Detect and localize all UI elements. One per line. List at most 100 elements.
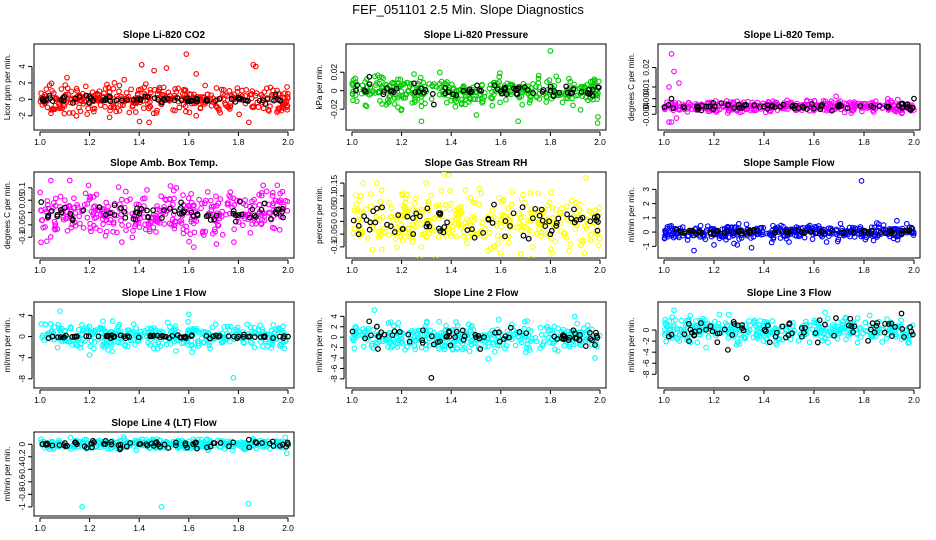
data-point-black bbox=[366, 73, 373, 80]
data-point bbox=[231, 202, 238, 208]
data-point bbox=[366, 91, 373, 98]
data-point bbox=[663, 338, 669, 345]
data-point bbox=[251, 324, 258, 331]
data-point bbox=[198, 436, 205, 443]
data-point bbox=[380, 75, 386, 82]
data-point bbox=[733, 326, 740, 332]
x-tick-label: 1.4 bbox=[133, 395, 145, 405]
data-point-black bbox=[461, 333, 468, 340]
data-point-black bbox=[510, 210, 517, 217]
plot-points bbox=[661, 177, 917, 254]
data-point-black bbox=[145, 214, 152, 221]
data-point-black bbox=[898, 230, 905, 237]
data-point bbox=[669, 314, 676, 321]
x-axis: 1.0 1.2 1.4 1.6 1.8 2.0 bbox=[346, 131, 606, 147]
data-point-black bbox=[529, 215, 536, 222]
y-tick-label: -4 bbox=[641, 348, 651, 356]
y-tick-label: 0 bbox=[329, 88, 339, 93]
data-point bbox=[119, 222, 125, 228]
data-point bbox=[206, 342, 213, 349]
data-point bbox=[426, 230, 433, 237]
data-point bbox=[422, 323, 429, 330]
data-point-black bbox=[514, 91, 520, 98]
data-point-black bbox=[751, 226, 757, 233]
data-point bbox=[412, 328, 418, 335]
data-point bbox=[172, 348, 179, 354]
data-point-black bbox=[38, 199, 45, 205]
data-point bbox=[402, 346, 408, 353]
data-point-black bbox=[210, 440, 217, 446]
data-point bbox=[73, 99, 79, 105]
data-point-black bbox=[46, 92, 53, 99]
data-point bbox=[282, 94, 288, 101]
data-point bbox=[436, 318, 443, 325]
data-point bbox=[178, 217, 184, 224]
data-point-black bbox=[241, 331, 247, 338]
data-point bbox=[447, 188, 453, 194]
data-point bbox=[433, 203, 440, 209]
data-point-outlier bbox=[671, 68, 677, 75]
data-point bbox=[350, 230, 357, 236]
data-point-black bbox=[253, 213, 259, 220]
data-point bbox=[247, 230, 254, 236]
data-point-black bbox=[354, 82, 361, 89]
data-point bbox=[80, 327, 87, 334]
data-point-black bbox=[111, 202, 118, 209]
data-point-black bbox=[848, 323, 855, 329]
data-point-black bbox=[570, 86, 577, 93]
data-point bbox=[38, 239, 44, 246]
data-point-black bbox=[678, 228, 684, 235]
data-point-outlier bbox=[552, 238, 559, 245]
data-point bbox=[527, 189, 534, 196]
data-point-black bbox=[847, 315, 854, 322]
data-point bbox=[465, 321, 472, 328]
data-point bbox=[212, 321, 219, 328]
data-point-outlier bbox=[906, 339, 912, 346]
data-point-black bbox=[696, 228, 703, 235]
y-tick-label: 2 bbox=[641, 201, 651, 206]
x-tick-label: 1.4 bbox=[758, 137, 770, 147]
data-point bbox=[140, 105, 147, 111]
data-point-black bbox=[730, 230, 737, 237]
data-point-black bbox=[885, 321, 892, 327]
data-point-black bbox=[176, 210, 183, 217]
data-point-black bbox=[106, 93, 113, 100]
data-point-black bbox=[370, 208, 377, 215]
data-point-outlier bbox=[786, 239, 792, 245]
data-point bbox=[74, 204, 81, 211]
data-point-black bbox=[548, 227, 555, 234]
data-point-black bbox=[473, 334, 479, 341]
data-point bbox=[76, 213, 83, 220]
data-point bbox=[464, 332, 471, 339]
data-point-outlier bbox=[666, 119, 672, 125]
data-point-black bbox=[252, 439, 259, 446]
data-point bbox=[241, 215, 248, 222]
data-point-black bbox=[280, 214, 286, 221]
data-point bbox=[354, 98, 360, 105]
data-point-black bbox=[868, 227, 875, 234]
x-tick-label: 1.6 bbox=[808, 137, 820, 147]
data-point bbox=[77, 108, 84, 115]
x-tick-label: 1.0 bbox=[346, 395, 358, 405]
data-point bbox=[546, 334, 552, 341]
data-point-black bbox=[118, 205, 124, 212]
data-point-black bbox=[419, 337, 426, 344]
data-point-black bbox=[775, 229, 782, 235]
data-point bbox=[661, 235, 668, 242]
data-point bbox=[703, 344, 709, 351]
data-point bbox=[460, 84, 467, 90]
data-point-black bbox=[83, 444, 90, 451]
data-point bbox=[527, 338, 534, 344]
data-point bbox=[443, 99, 450, 106]
data-point-black bbox=[441, 224, 448, 231]
y-tick-label: -1 bbox=[641, 242, 651, 250]
x-tick-label: 1.8 bbox=[858, 265, 870, 275]
data-point bbox=[527, 227, 533, 234]
data-point bbox=[267, 103, 273, 110]
y-tick-label: 1 bbox=[641, 215, 651, 220]
data-point-black bbox=[396, 329, 403, 335]
data-point bbox=[284, 84, 290, 90]
